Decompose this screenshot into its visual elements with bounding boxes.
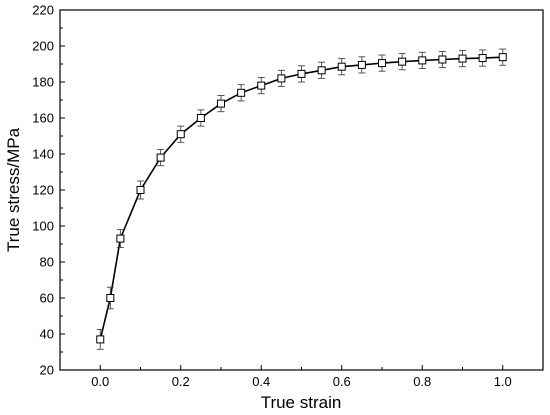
series-line	[99, 56, 503, 340]
y-tick-label: 180	[32, 75, 54, 90]
data-point	[297, 69, 306, 78]
data-point	[458, 54, 467, 63]
y-tick-label: 220	[32, 3, 54, 18]
x-tick-label: 0.2	[172, 374, 190, 389]
data-point	[136, 186, 145, 194]
data-point	[378, 59, 386, 68]
data-point	[196, 114, 205, 122]
data-point	[156, 153, 165, 162]
x-tick-label: 1.0	[494, 374, 512, 389]
x-tick-label: 0.4	[252, 374, 270, 389]
plot-frame	[59, 9, 544, 371]
data-point	[478, 54, 487, 63]
y-tick-label: 100	[32, 219, 54, 234]
data-point	[217, 99, 225, 108]
data-point	[106, 294, 115, 302]
y-tick-label: 20	[40, 363, 54, 378]
y-axis-label: True stress/MPa	[4, 127, 23, 252]
y-tick-label: 160	[32, 111, 54, 126]
data-point	[498, 53, 507, 62]
y-tick-label: 80	[40, 255, 54, 270]
y-axis-ticks: 20 40 60 80 100 120 140 160 180 200 220	[32, 3, 65, 378]
data-point	[337, 62, 346, 71]
y-tick-label: 60	[40, 291, 54, 306]
data-point	[277, 74, 286, 83]
data-point	[96, 335, 105, 344]
x-axis-label: True strain	[261, 393, 342, 412]
data-point	[257, 81, 266, 90]
data-point	[237, 88, 246, 97]
x-tick-label: 0.8	[413, 374, 431, 389]
data-point	[438, 55, 447, 64]
x-tick-label: 0.0	[91, 374, 109, 389]
y-tick-label: 140	[32, 147, 54, 162]
data-point	[418, 56, 427, 65]
y-tick-label: 40	[40, 327, 54, 342]
data-point	[317, 66, 326, 75]
data-series	[96, 48, 507, 350]
data-point	[357, 60, 366, 69]
y-tick-label: 120	[32, 183, 54, 198]
data-point	[398, 57, 407, 66]
y-tick-label: 200	[32, 39, 54, 54]
data-point	[116, 234, 125, 243]
x-axis-ticks: 0.0 0.2 0.4 0.6 0.8 1.0	[59, 365, 544, 389]
data-point	[176, 130, 185, 139]
x-tick-label: 0.6	[333, 374, 351, 389]
